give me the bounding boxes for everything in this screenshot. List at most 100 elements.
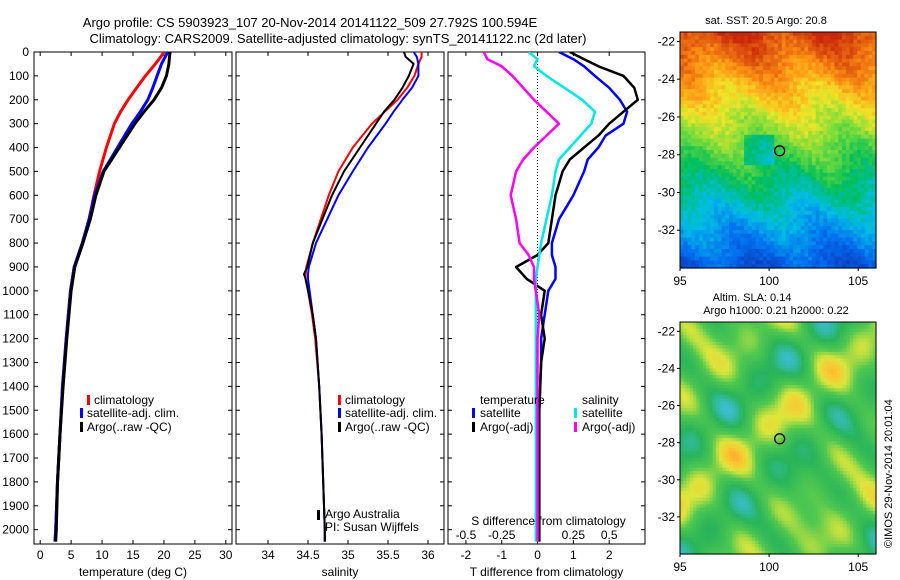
sla-map-cell [742, 351, 746, 356]
sla-map-cell [836, 391, 841, 396]
sla-map-cell [693, 378, 697, 383]
sst-map-cell [695, 226, 700, 231]
sla-map-cell [794, 351, 799, 356]
sst-map-cell [729, 245, 734, 250]
sla-map-cell [817, 355, 822, 360]
sla-map-cell [849, 388, 854, 393]
sla-map-cell [680, 384, 684, 389]
sst-map-cell [864, 150, 870, 155]
sla-map-cell [781, 398, 786, 403]
sla-map-cell [738, 388, 743, 393]
sla-map-cell [862, 388, 867, 393]
sla-map-cell [758, 388, 763, 393]
sla-map-cell [787, 384, 792, 389]
sst-map-cell [827, 241, 832, 246]
sst-map-cell [680, 62, 685, 67]
sla-map-cell [846, 348, 851, 353]
sst-map-cell [845, 96, 851, 102]
sla-map-cell [755, 365, 759, 369]
sst-map-cell [766, 176, 772, 182]
sst-map-cell [744, 245, 749, 250]
sla-map-cell [843, 351, 848, 356]
sst-map-cell [827, 229, 832, 235]
sst-map-cell [725, 184, 730, 189]
sst-map-y-tick-label: -32 [658, 223, 676, 237]
sst-map-cell [785, 70, 790, 75]
sst-map-cell [785, 165, 790, 170]
sla-map-cell [853, 388, 857, 393]
sst-map-cell [744, 233, 749, 239]
sst-map-cell [766, 73, 772, 79]
sst-map-cell [706, 161, 711, 166]
sst-map-cell [713, 89, 719, 94]
sla-map-cell [745, 381, 750, 386]
sst-map-cell [725, 47, 730, 52]
sst-map-cell [864, 89, 870, 94]
sst-map-cell [766, 51, 772, 56]
sla-map-cell [680, 388, 684, 393]
sst-map-cell [744, 62, 749, 67]
sla-map-cell [774, 358, 779, 363]
sst-map-cell [845, 264, 851, 269]
sst-map-cell [751, 32, 756, 37]
sst-map-cell [796, 89, 802, 94]
sst-map-cell [800, 165, 805, 170]
sst-map-cell [789, 256, 794, 261]
sst-map-cell [785, 153, 790, 159]
sst-map-cell [793, 207, 798, 212]
sst-map-cell [849, 35, 854, 41]
sst-map-cell [770, 77, 775, 83]
sst-map-cell [868, 92, 873, 98]
sst-map-cell [747, 35, 753, 41]
sst-map-cell [789, 195, 794, 201]
sst-map-cell [830, 43, 836, 48]
sst-map-cell [834, 89, 839, 94]
sla-map-cell [699, 355, 704, 360]
sla-map-cell [702, 331, 707, 336]
sla-map-cell [830, 325, 835, 330]
sla-map-cell [800, 368, 805, 373]
sst-map-cell [740, 96, 745, 102]
sst-map-cell [830, 188, 836, 193]
sla-map-cell [810, 401, 815, 406]
sla-map-cell [742, 358, 746, 363]
sst-map-cell [845, 222, 851, 227]
sst-map-cell [770, 214, 775, 220]
sst-map-cell [680, 115, 685, 121]
sst-map-cell [732, 226, 738, 231]
sst-map-cell [725, 207, 730, 212]
sla-map-cell [778, 361, 782, 366]
sst-map-cell [702, 222, 707, 227]
sst-map-cell [706, 157, 711, 163]
sst-map-cell [793, 142, 798, 147]
sst-map-cell [868, 207, 873, 212]
sst-map-cell [706, 245, 711, 250]
sst-map-cell [842, 39, 847, 45]
sla-map-cell [830, 371, 835, 376]
sst-map-cell [842, 233, 847, 239]
sst-map-cell [721, 73, 726, 79]
sla-map-cell [813, 338, 818, 343]
sla-map-cell [843, 375, 848, 379]
sla-map-cell [833, 331, 838, 336]
sla-map-cell [774, 368, 779, 373]
sst-map-cell [849, 32, 854, 37]
sst-map-cell [819, 92, 824, 98]
sst-map-cell [793, 260, 798, 265]
sst-map-cell [823, 176, 828, 182]
sst-map-cell [860, 123, 866, 128]
sst-map-cell [853, 256, 858, 261]
sla-map-cell [804, 388, 808, 393]
sst-map-cell [687, 252, 692, 258]
sla-map-cell [849, 328, 854, 333]
sla-map-cell [797, 341, 802, 346]
depth-tick-label: 1200 [2, 332, 29, 346]
sst-map-cell [811, 66, 817, 71]
sla-map-cell [813, 391, 818, 396]
sst-map-cell [706, 96, 711, 102]
sst-map-cell [864, 115, 870, 121]
depth-tick-label: 1300 [2, 355, 29, 369]
sst-map-cell [706, 104, 711, 109]
sst-map-cell [819, 138, 824, 143]
sst-map-cell [860, 134, 866, 140]
